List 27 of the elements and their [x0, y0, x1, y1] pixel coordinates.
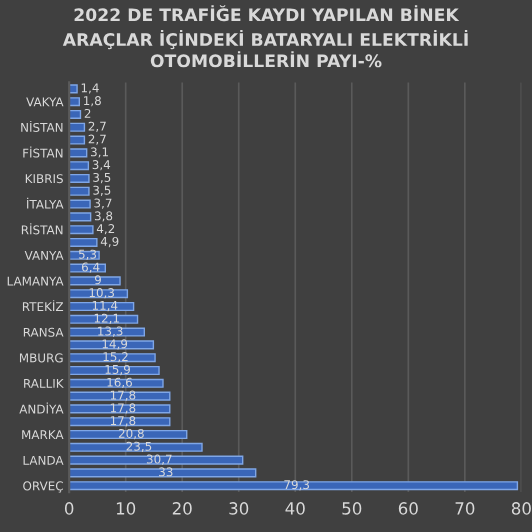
bar: [69, 84, 78, 94]
x-tick-label: 50: [342, 502, 362, 515]
bar: [69, 237, 98, 248]
bar: [69, 429, 188, 440]
bar: [69, 314, 139, 324]
x-tick-label: 60: [398, 502, 418, 515]
x-tick-label: 70: [455, 502, 475, 515]
bar: [69, 97, 81, 107]
bar: [69, 442, 203, 452]
x-tick-label: 40: [285, 502, 305, 515]
bar: [69, 481, 519, 491]
bar: [69, 353, 156, 363]
bar: [69, 109, 82, 119]
x-tick-label: 80: [511, 502, 531, 515]
bar: [69, 122, 86, 132]
bar: [69, 378, 164, 388]
x-tick-label: 10: [116, 502, 136, 515]
bar: [69, 417, 171, 427]
x-tick-label: 30: [229, 502, 249, 515]
x-tick-label: 0: [64, 502, 74, 515]
x-tick-label: 20: [172, 502, 192, 515]
bar: [69, 365, 160, 376]
chart-title: 2022 DE TRAFİĞE KAYDI YAPILAN BİNEK ARAÇLAR İÇİNDEKİ BATARYALI ELEKTRİKLİ OTOMOBİLLERİN PAYI-%: [62, 5, 468, 68]
bar: [69, 173, 90, 184]
bar: [69, 225, 94, 235]
bar: [69, 186, 90, 196]
bar: [69, 161, 90, 171]
